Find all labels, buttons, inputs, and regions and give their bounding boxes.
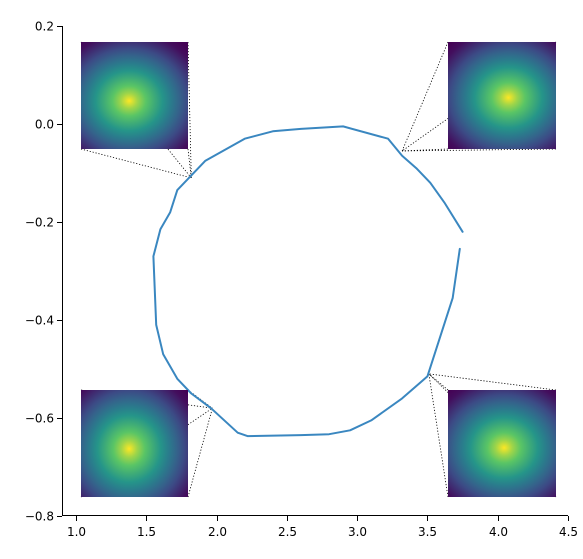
- inset-connector-line: [80, 407, 213, 498]
- y-ticks: 0.2 0.0 −0.2 −0.4 −0.6 −0.8: [25, 20, 62, 524]
- x-tick-label: 1.5: [137, 525, 156, 539]
- inset-connector-line: [402, 148, 557, 152]
- x-tick-label: 2.0: [208, 525, 227, 539]
- y-tick-label: −0.4: [25, 314, 54, 328]
- x-tick-label: 2.5: [278, 525, 297, 539]
- inset-image-bottom-right: [448, 390, 556, 497]
- x-tick-label: 4.0: [489, 525, 508, 539]
- inset-connector-line: [428, 373, 449, 498]
- y-tick-label: −0.8: [25, 510, 54, 524]
- x-tick-label: 3.5: [418, 525, 437, 539]
- x-tick-label: 1.0: [67, 525, 86, 539]
- x-ticks: 1.0 1.5 2.0 2.5 3.0 3.5 4.0 4.5: [67, 516, 578, 539]
- inset-connector-line: [187, 148, 192, 178]
- inset-image-top-left: [81, 42, 188, 149]
- inset-connector-line: [401, 41, 449, 152]
- inset-connector-line: [80, 148, 192, 179]
- inset-image-bottom-left: [81, 390, 188, 497]
- inset-connector-line: [187, 41, 192, 178]
- x-tick-label: 4.5: [559, 525, 578, 539]
- inset-connector-line: [187, 408, 213, 498]
- x-tick-label: 3.0: [348, 525, 367, 539]
- inset-connector-line: [401, 41, 557, 152]
- inset-images: [81, 42, 556, 497]
- y-tick-label: 0.2: [35, 20, 54, 34]
- y-tick-label: 0.0: [35, 118, 54, 132]
- y-tick-label: −0.6: [25, 412, 54, 426]
- y-tick-label: −0.2: [25, 216, 54, 230]
- inset-connector-line: [428, 373, 557, 391]
- series-line: [152, 125, 464, 438]
- inset-image-top-right: [448, 42, 556, 149]
- inset-connector-line: [428, 373, 449, 391]
